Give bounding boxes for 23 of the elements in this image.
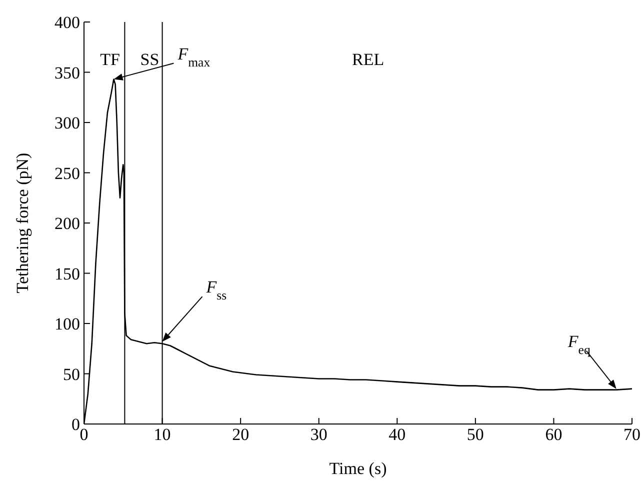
y-tick-label: 200 bbox=[54, 214, 80, 234]
x-tick-label: 50 bbox=[466, 425, 484, 444]
y-tick-label: 350 bbox=[54, 63, 80, 82]
x-tick-label: 10 bbox=[154, 425, 171, 444]
y-tick-label: 150 bbox=[54, 264, 80, 284]
annotation: SS bbox=[140, 50, 160, 70]
y-tick-label: 400 bbox=[54, 13, 80, 32]
annotation: F$_{max}$ bbox=[176, 44, 211, 70]
annotation: F$_{ss}$ bbox=[205, 278, 227, 303]
annotation: TF bbox=[100, 50, 120, 70]
y-tick-label: 50 bbox=[63, 364, 80, 384]
y-tick-label: 100 bbox=[54, 314, 80, 334]
x-axis-title: Time (s) bbox=[329, 459, 387, 478]
y-axis-title: Tethering force (pN) bbox=[13, 152, 32, 294]
y-tick-label: 300 bbox=[54, 114, 80, 133]
x-tick-label: 70 bbox=[624, 425, 640, 444]
x-tick-label: 20 bbox=[232, 425, 250, 444]
x-tick-label: 60 bbox=[545, 425, 562, 444]
x-tick-label: 40 bbox=[388, 425, 406, 444]
y-tick-label: 250 bbox=[54, 164, 80, 183]
annotation: REL bbox=[352, 50, 384, 70]
annotation: F$_{eq}$ bbox=[566, 332, 591, 357]
x-tick-label: 30 bbox=[310, 425, 328, 444]
